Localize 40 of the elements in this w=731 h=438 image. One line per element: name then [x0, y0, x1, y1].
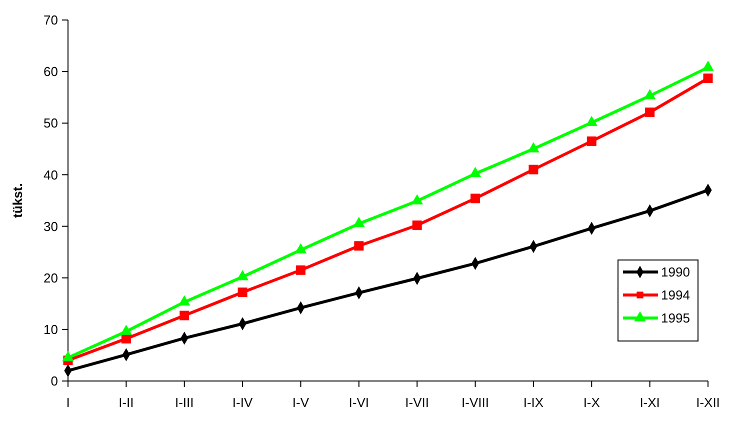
y-tick-label: 10 — [44, 322, 58, 337]
y-tick-label: 40 — [44, 167, 58, 182]
point — [702, 60, 714, 71]
x-tick-label: I — [66, 395, 70, 410]
legend-label: 1994 — [661, 288, 690, 303]
x-tick-label: I-VIII — [462, 395, 489, 410]
point — [411, 194, 423, 204]
x-tick-label: I-V — [292, 395, 310, 410]
x-tick-label: I-IX — [523, 395, 544, 410]
x-tick-label: I-XI — [640, 395, 660, 410]
x-tick-label: I-VI — [348, 395, 370, 410]
x-tick-label: I-IV — [232, 395, 253, 410]
point — [528, 164, 538, 174]
point — [586, 136, 596, 146]
y-tick-label: 50 — [44, 116, 58, 131]
point — [470, 194, 480, 204]
legend-label: 1995 — [661, 310, 690, 326]
point — [236, 270, 248, 280]
y-tick-label: 70 — [44, 12, 58, 28]
legend-label: 1990 — [661, 264, 690, 280]
y-tick-label: 30 — [44, 218, 58, 234]
point — [703, 74, 713, 84]
x-tick-label: I-II — [118, 395, 134, 410]
point — [238, 288, 248, 298]
x-tick-label: I-X — [583, 395, 600, 410]
point — [469, 166, 482, 178]
y-tick-label: 20 — [44, 270, 58, 286]
y-tick-label: 0 — [50, 374, 58, 389]
point — [296, 265, 306, 275]
y-axis-title: tükst. — [10, 183, 25, 218]
y-tick-label: 60 — [44, 64, 58, 80]
point — [353, 216, 365, 228]
point — [645, 108, 655, 118]
point — [528, 142, 540, 152]
point — [180, 310, 190, 320]
point — [354, 241, 364, 251]
x-tick-label: I-VII — [405, 395, 430, 410]
x-tick-label: I-XII — [696, 395, 720, 410]
point — [412, 220, 422, 230]
x-tick-label: I-III — [174, 395, 194, 410]
